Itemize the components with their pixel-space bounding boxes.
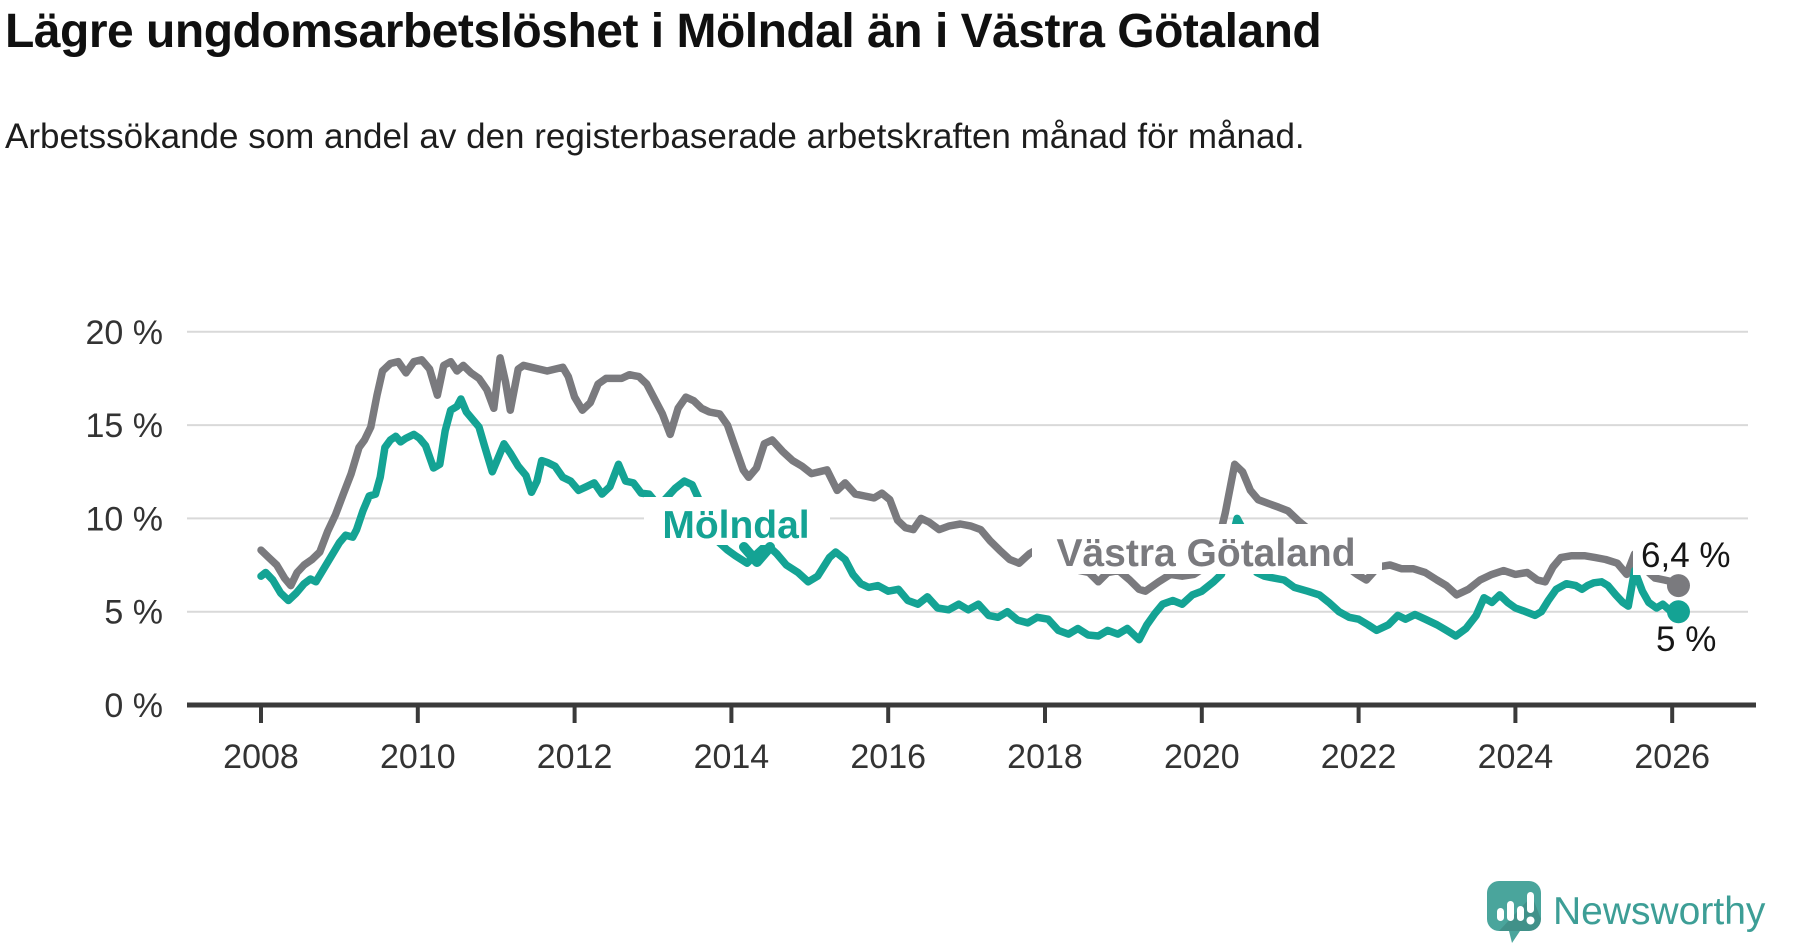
series-line-mölndal (257, 395, 1683, 644)
x-axis-tick-label: 2018 (1007, 738, 1083, 776)
chevron-down-icon (739, 542, 775, 567)
x-axis-tick-label: 2014 (694, 738, 770, 776)
newsworthy-bubble-chart-icon (1487, 881, 1541, 943)
y-axis-tick-label: 10 % (86, 500, 164, 538)
y-axis-tick-label: 0 % (104, 687, 163, 725)
label-halo (1032, 524, 1382, 574)
label-halo (1648, 618, 1722, 660)
label-halo (644, 497, 830, 545)
series-label-mölndal: Mölndal (662, 504, 809, 547)
page-title: Lägre ungdomsarbetslöshet i Mölndal än i… (5, 5, 1322, 58)
end-value-label: 6,4 % (1641, 536, 1731, 575)
newsworthy-logo-text: Newsworthy (1553, 890, 1766, 933)
newsworthy-logo: Newsworthy (1486, 880, 1765, 944)
x-axis-tick-label: 2010 (380, 738, 456, 776)
chart-subtitle: Arbetssökande som andel av den registerb… (5, 117, 1305, 156)
x-axis-tick-label: 2008 (223, 738, 299, 776)
y-axis-tick-label: 15 % (86, 407, 164, 445)
y-axis-tick-label: 5 % (104, 594, 163, 632)
x-axis-tick-label: 2016 (850, 738, 926, 776)
y-axis-tick-label: 20 % (86, 314, 164, 352)
label-halo (1633, 533, 1737, 575)
series-line-västra-götaland (257, 354, 1683, 599)
x-axis-tick-label: 2022 (1321, 738, 1397, 776)
series-end-dot-västra-götaland (1666, 574, 1690, 598)
series-end-dot-mölndal (1666, 600, 1690, 624)
x-axis-tick-label: 2024 (1478, 738, 1554, 776)
series-label-västra-götaland: Västra Götaland (1056, 532, 1355, 575)
end-value-label: 5 % (1656, 620, 1716, 659)
x-axis-tick-label: 2012 (537, 738, 613, 776)
x-axis-tick-label: 2026 (1634, 738, 1710, 776)
x-axis-tick-label: 2020 (1164, 738, 1240, 776)
